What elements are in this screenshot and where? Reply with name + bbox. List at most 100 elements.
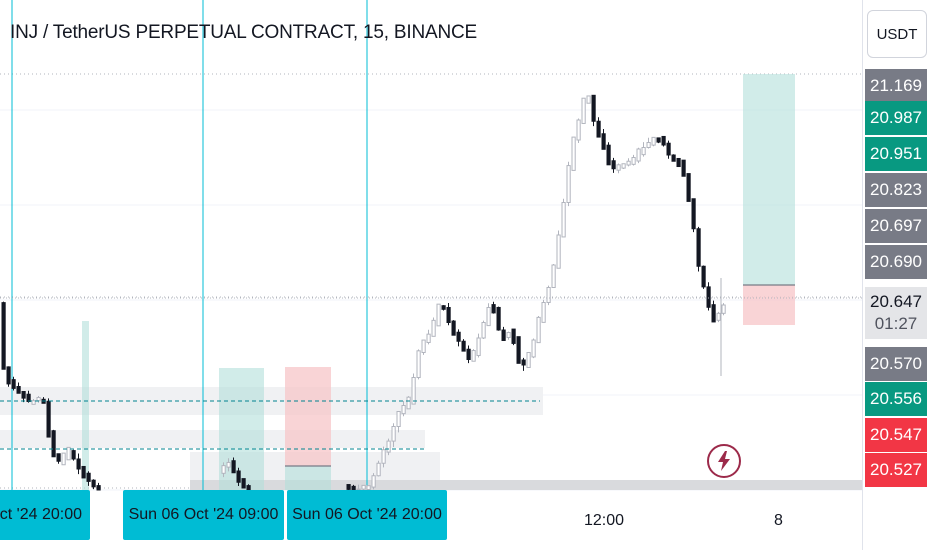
candle-body — [386, 440, 391, 453]
candle-body — [691, 198, 696, 230]
candle-body — [426, 333, 431, 343]
candle-body — [521, 359, 526, 366]
candle-body — [551, 264, 556, 288]
profit-zone — [219, 368, 264, 490]
candle-body — [231, 460, 236, 474]
price-tag: 20.556 — [865, 382, 927, 416]
current-price-tag: 20.647 01:27 — [865, 287, 927, 339]
date-tag-1-text: Sun 06 Oct '24 20:00 — [0, 506, 82, 523]
candle-body — [476, 337, 481, 357]
candle-body — [541, 302, 546, 323]
candle-body — [516, 336, 521, 364]
candle-body — [416, 350, 421, 378]
date-tag-3-text: Sun 06 Oct '24 20:00 — [292, 506, 442, 523]
range-box — [0, 430, 425, 448]
candle-body — [441, 305, 446, 310]
candle-body — [581, 97, 586, 124]
candle-body — [16, 386, 21, 394]
candle-body — [606, 144, 611, 166]
candle-body — [66, 446, 71, 461]
date-tag-2-text: Sun 06 Oct '24 09:00 — [128, 506, 279, 523]
candle-body — [536, 316, 541, 344]
candle-body — [51, 430, 56, 458]
candle-body — [671, 154, 676, 162]
candle-body — [396, 411, 401, 427]
candle-body — [401, 405, 406, 415]
time-label-1200: 12:00 — [584, 512, 625, 529]
candle-body — [591, 94, 596, 122]
profit-zone — [285, 466, 331, 490]
price-tag: 20.823 — [865, 173, 927, 207]
candle-body — [6, 366, 11, 385]
candle-body — [391, 426, 396, 442]
date-tag-3: Sun 06 Oct '24 20:00 — [287, 490, 447, 540]
lightning-bolt-icon[interactable] — [707, 444, 741, 478]
candle-body — [526, 352, 531, 368]
candle-body — [446, 307, 451, 323]
candle-body — [431, 319, 436, 337]
candle-body — [236, 470, 241, 483]
candle-body — [91, 479, 96, 488]
candle-body — [601, 133, 606, 150]
candle-body — [461, 340, 466, 352]
time-label-8: 8 — [774, 512, 783, 529]
candle-body — [86, 472, 91, 482]
candle-body — [486, 307, 491, 327]
candle-body — [221, 465, 226, 474]
candle-body — [651, 136, 656, 146]
candle-body — [576, 119, 581, 141]
candle-body — [706, 286, 711, 308]
candle-body — [506, 332, 511, 338]
candle-body — [411, 377, 416, 405]
candle-body — [376, 462, 381, 477]
price-tag: 20.951 — [865, 137, 927, 171]
candle-body — [21, 391, 26, 399]
price-tag: 20.697 — [865, 209, 927, 243]
candle-body — [466, 348, 471, 361]
zones-layer — [0, 74, 862, 490]
price-tag: 20.527 — [865, 453, 927, 487]
candle-body — [61, 452, 66, 466]
candle-body — [571, 136, 576, 171]
candle-body — [586, 95, 591, 104]
price-tag: 20.547 — [865, 418, 927, 452]
bar-countdown: 01:27 — [874, 314, 918, 333]
candle-body — [676, 157, 681, 168]
candle-body — [701, 265, 706, 288]
candle-body — [621, 163, 626, 169]
candle-body — [96, 485, 101, 491]
candle-body — [46, 400, 51, 438]
profit-zone — [82, 321, 89, 490]
candle-body — [76, 458, 81, 470]
candle-body — [626, 160, 631, 166]
candle-body — [566, 165, 571, 203]
candle-body — [361, 484, 366, 490]
date-tag-2: Sun 06 Oct '24 09:00 — [123, 490, 284, 540]
candle-body — [616, 164, 621, 171]
price-tag: 20.570 — [865, 347, 927, 381]
price-tag: 20.690 — [865, 245, 927, 279]
candle-body — [716, 312, 721, 321]
candle-body — [611, 160, 616, 170]
candle-body — [436, 303, 441, 327]
candle-body — [11, 379, 16, 389]
candle-body — [656, 137, 661, 143]
candle-body — [561, 202, 566, 238]
currency-button[interactable]: USDT — [867, 10, 927, 58]
candle-body — [546, 287, 551, 303]
candle-body — [721, 304, 726, 314]
candle-body — [471, 350, 476, 362]
candle-body — [496, 306, 501, 331]
candle-body — [641, 147, 646, 156]
candle-body — [26, 393, 31, 402]
loss-zone — [285, 367, 331, 466]
candle-body — [501, 329, 506, 341]
candle-body — [346, 484, 351, 490]
candle-body — [666, 142, 671, 156]
price-tag: 21.169 — [865, 69, 927, 103]
candle-body — [661, 135, 666, 146]
candle-body — [56, 453, 61, 462]
candle-body — [646, 142, 651, 148]
overlays-layer — [0, 297, 862, 450]
